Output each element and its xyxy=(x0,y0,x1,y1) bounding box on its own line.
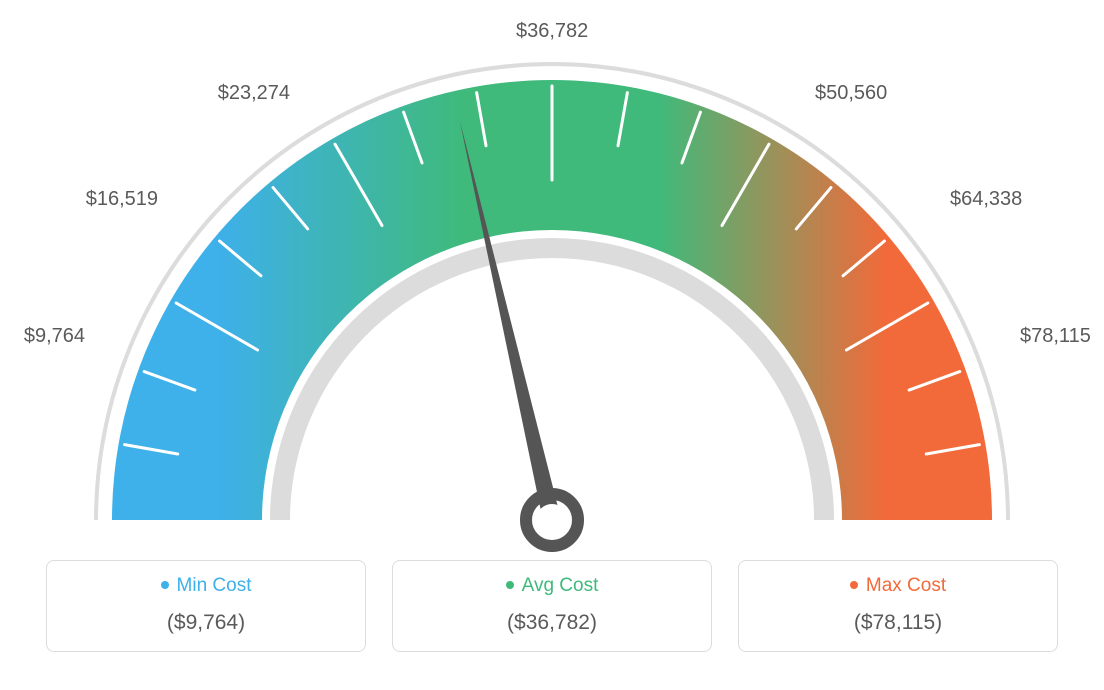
legend-row: Min Cost ($9,764) Avg Cost ($36,782) Max… xyxy=(0,560,1104,652)
scale-label: $78,115 xyxy=(1020,325,1091,348)
dot-icon xyxy=(161,581,169,589)
scale-label: $9,764 xyxy=(24,325,85,348)
legend-title-max: Max Cost xyxy=(739,575,1057,597)
scale-label: $23,274 xyxy=(218,82,290,105)
legend-card-avg: Avg Cost ($36,782) xyxy=(392,560,712,652)
scale-label: $36,782 xyxy=(516,20,588,43)
dot-icon xyxy=(506,581,514,589)
legend-card-min: Min Cost ($9,764) xyxy=(46,560,366,652)
legend-label-max: Max Cost xyxy=(866,575,946,596)
legend-title-min: Min Cost xyxy=(47,575,365,597)
legend-value-max: ($78,115) xyxy=(739,611,1057,635)
legend-value-avg: ($36,782) xyxy=(393,611,711,635)
legend-label-min: Min Cost xyxy=(177,575,252,596)
legend-value-min: ($9,764) xyxy=(47,611,365,635)
scale-label: $64,338 xyxy=(950,188,1022,211)
scale-label: $50,560 xyxy=(815,82,887,105)
legend-title-avg: Avg Cost xyxy=(393,575,711,597)
legend-label-avg: Avg Cost xyxy=(522,575,599,596)
gauge-area: $9,764 $16,519 $23,274 $36,782 $50,560 $64,33… xyxy=(0,0,1104,560)
legend-card-max: Max Cost ($78,115) xyxy=(738,560,1058,652)
chart-container: $9,764 $16,519 $23,274 $36,782 $50,560 $64,33… xyxy=(0,0,1104,690)
gauge-chart xyxy=(0,0,1104,560)
scale-label: $16,519 xyxy=(86,188,158,211)
dot-icon xyxy=(850,581,858,589)
